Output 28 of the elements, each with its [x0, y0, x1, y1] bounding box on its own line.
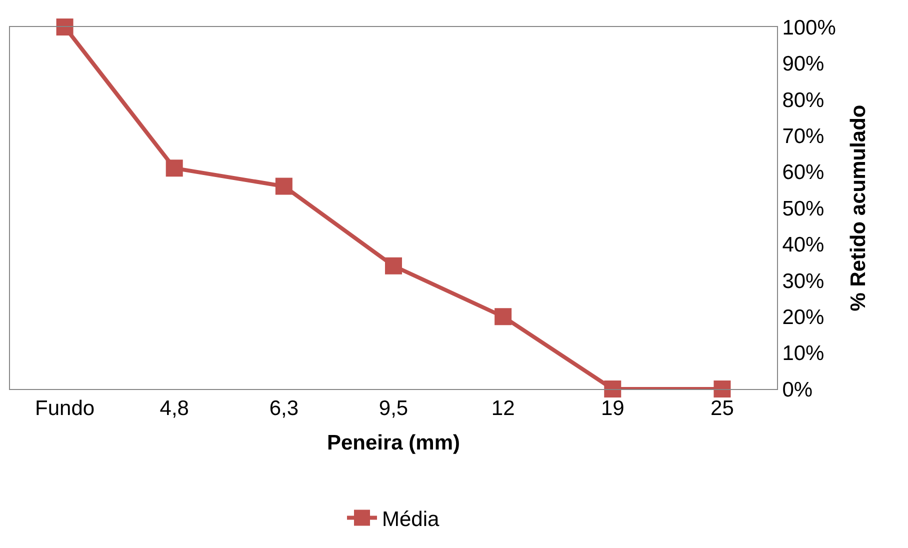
y-tick-label: 0% — [782, 378, 813, 402]
point — [56, 18, 74, 36]
point — [385, 257, 402, 274]
y-tick-label: 70% — [782, 124, 824, 148]
y-tick-label: 60% — [782, 161, 824, 184]
y-tick-label: 10% — [782, 342, 824, 366]
x-tick-label: Fundo — [35, 397, 95, 420]
point — [714, 380, 731, 398]
x-tick-label: 12 — [491, 397, 515, 420]
x-tick-label: 4,8 — [160, 397, 189, 420]
point — [275, 178, 292, 195]
y-axis-title: % Retido acumulado — [847, 104, 870, 312]
y-tick-label: 30% — [782, 270, 824, 293]
x-tick-label: 6,3 — [269, 397, 299, 420]
y-tick-label: 80% — [782, 88, 824, 112]
y-tick-label: 20% — [782, 306, 824, 329]
x-tick-label: 25 — [710, 397, 734, 420]
point — [166, 160, 183, 177]
point — [604, 380, 622, 398]
x-tick-label: 19 — [600, 397, 624, 420]
y-tick-label: 50% — [782, 197, 824, 220]
y-tick-label: 90% — [782, 52, 824, 76]
y-tick-label: 40% — [782, 234, 824, 257]
point — [494, 308, 512, 326]
x-axis-title: Peneira (mm) — [326, 431, 460, 454]
y-tick-label: 100% — [782, 16, 836, 40]
legend-label: Média — [382, 508, 440, 531]
x-tick-label: 9,5 — [378, 397, 408, 420]
